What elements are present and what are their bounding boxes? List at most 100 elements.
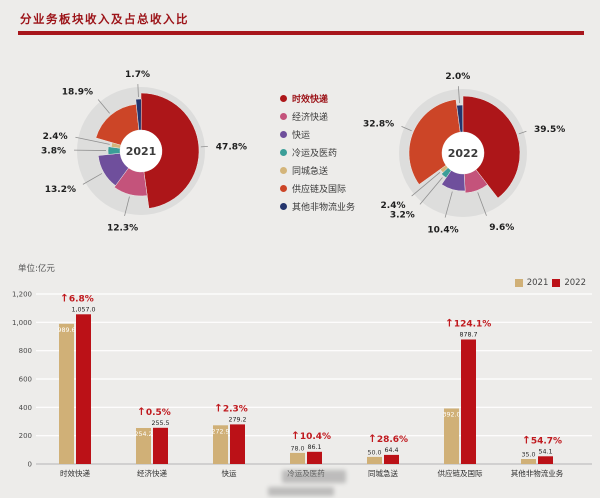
legend-label: 时效快递 [292,95,329,105]
pie-svg-2022: 39.5% 9.6% 10.4% 3.2%2.4% 32.8% 2.0% 2022 [363,72,565,235]
bar-value-2022: 64.4 [384,447,398,454]
bar-value-2022: 878.7 [459,332,477,339]
x-category-label: 时效快递 [60,468,90,478]
up-arrow-icon: ↑ [137,406,146,418]
y-tick-label: 1,000 [12,319,32,327]
bar-value-2022: 86.1 [307,444,321,451]
pie-hole [442,132,484,174]
legend-label: 快运 [292,131,311,141]
bar-value-2021: 989.6 [57,327,75,334]
x-category-label: 经济快递 [137,468,167,478]
bar-2022-1 [153,427,168,464]
pie-leader-line [444,191,453,218]
legend-item-3: 冷运及医药 [280,146,355,159]
legend-dot-icon [280,113,287,120]
growth-label: ↑0.5% [137,406,171,418]
pie-percent-label: 2.0% [445,72,470,82]
bar-2022-3 [307,451,322,464]
up-arrow-icon: ↑ [522,434,531,446]
up-arrow-icon: ↑ [214,402,223,414]
bar-2022-5 [461,339,476,464]
bar-value-2021: 35.0 [521,452,535,459]
pie-leader-line [124,196,130,217]
pie-leader-line [137,84,139,98]
bar-value-2022: 1,057.0 [71,306,95,313]
x-category-label: 供应链及国际 [438,468,483,478]
legend-dot-icon [280,167,287,174]
pie-leader-line [419,177,443,205]
pie-leader-line [457,86,460,104]
up-arrow-icon: ↑ [291,430,300,442]
growth-label: ↑124.1% [445,318,491,330]
legend-dot-icon [280,95,287,102]
legend-item-4: 同城急送 [280,164,355,177]
title-underline [18,31,584,35]
growth-label: ↑10.4% [291,430,331,442]
pie-percent-label: 32.8% [363,120,394,130]
legend-label: 其他非物流业务 [292,203,356,213]
legend-item-0: 时效快递 [280,92,355,105]
bar-2021-6 [521,459,536,464]
legend-swatch-2022 [552,279,561,287]
bar-2021-1 [136,428,151,464]
pie-percent-label: 12.3% [107,224,138,234]
bar-2022-6 [538,456,553,464]
pie-hole [120,130,162,172]
pie-leader-line [411,171,441,197]
y-tick-label: 600 [19,376,32,384]
growth-label: ↑2.3% [214,402,248,414]
watermark [268,487,334,496]
bar-2021-4 [367,456,382,464]
x-category-label: 快运 [222,468,237,478]
bar-2021-0 [59,323,74,464]
bar-2021-5 [444,408,459,464]
bar-value-2021: 392.0 [442,411,460,418]
pie-leader-line [75,136,110,145]
pie-percent-label: 47.8% [216,142,247,152]
pie-leader-line [477,192,487,216]
pie-svg-2021: 47.8% 12.3% 13.2% 3.8% 2.4% 18.9% 1.7% 2021 [41,70,247,234]
up-arrow-icon: ↑ [60,292,69,304]
legend-dot-icon [280,203,287,210]
legend-label: 冷运及医药 [292,149,338,159]
bar-2022-0 [76,314,91,464]
pie-leader-line [401,126,412,132]
pie-chart-2022: 39.5% 9.6% 10.4% 3.2% 2.4% 32.8% 2.0% 2022 [350,57,576,249]
bar-2021-2 [213,425,228,464]
pie-percent-label: 18.9% [62,87,93,97]
bar-value-2021: 254.2 [134,431,152,438]
page-title: 分业务板块收入及占总收入比 [20,12,189,26]
legend-label-2022: 2022 [564,278,586,288]
watermark [282,470,346,483]
pie-percent-label: 2.4% [381,201,406,211]
pie-percent-label: 39.5% [534,125,565,135]
pie-leader-line [82,173,103,185]
pie-percent-label: 2.4% [43,132,68,142]
growth-label: ↑54.7% [522,434,562,446]
legend-item-1: 经济快递 [280,110,355,123]
x-category-label: 其他非物流业务 [511,468,564,478]
pie-chart-2021: 47.8% 12.3% 13.2% 3.8% 2.4% 18.9% 1.7% 2021 [28,55,254,247]
growth-label: ↑28.6% [368,433,408,445]
x-category-label: 同城急送 [368,468,398,478]
bar-value-2022: 279.2 [228,416,246,423]
legend-dot-icon [280,149,287,156]
bar-2022-4 [384,454,399,464]
legend-dot-icon [280,131,287,138]
pie-year-label: 2022 [448,147,479,160]
pie-leader-line [518,130,527,135]
pie-percent-label: 3.8% [41,147,66,157]
legend-item-5: 供应链及国际 [280,182,355,195]
pie-percent-label: 9.6% [489,223,514,233]
pie-percent-label: 3.2% [390,211,415,221]
bar-value-2021: 272.9 [211,428,229,435]
bar-2022-2 [230,424,245,464]
up-arrow-icon: ↑ [445,318,454,330]
legend-item-2: 快运 [280,128,355,141]
y-tick-label: 800 [19,347,32,355]
growth-label: ↑6.8% [60,292,94,304]
bar-value-2022: 54.1 [538,448,552,455]
legend-label: 同城急送 [292,167,329,177]
pie-percent-label: 1.7% [125,70,150,80]
